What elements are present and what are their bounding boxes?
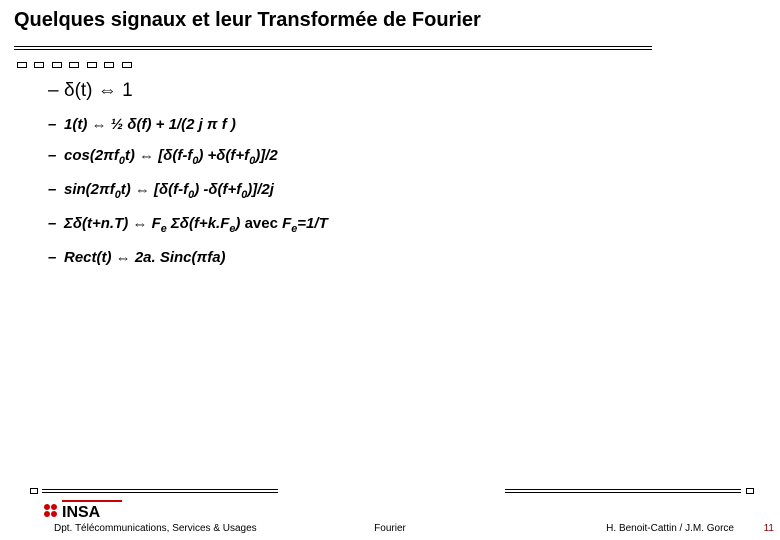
rule-box-icon: [87, 62, 97, 68]
formula-text: cos(2πf0t) ⇔ [δ(f-f0) +δ(f+f0)]/2: [64, 147, 278, 164]
slide-title: Quelques signaux et leur Transformée de …: [14, 9, 481, 32]
rule-box-icon: [52, 62, 62, 68]
list-item: –Σδ(t+n.T) ⇔ Fe Σδ(f+k.Fe) avec Fe=1/T: [48, 215, 728, 235]
list-item: –cos(2πf0t) ⇔ [δ(f-f0) +δ(f+f0)]/2: [48, 147, 728, 167]
list-item: –1(t) ⇔ ½ δ(f) + 1/(2 j π f ): [48, 116, 728, 133]
list-item: –sin(2πf0t) ⇔ [δ(f-f0) -δ(f+f0)]/2j: [48, 181, 728, 201]
list-item: –Rect(t) ⇔ 2a. Sinc(πfa): [48, 249, 728, 266]
footer-center: Fourier: [374, 523, 406, 534]
title-rule-double: [14, 46, 652, 50]
formula-text: δ(t) ⇔ 1: [64, 80, 133, 101]
footer-right: H. Benoit-Cattin / J.M. Gorce: [606, 523, 734, 534]
formula-text: Rect(t) ⇔ 2a. Sinc(πfa): [64, 249, 226, 266]
list-item: –δ(t) ⇔ 1: [48, 80, 728, 102]
footer-rule-double: [42, 489, 278, 493]
title-rule-boxes: [14, 55, 132, 73]
formula-text: Σδ(t+n.T) ⇔ Fe Σδ(f+k.Fe) avec Fe=1/T: [64, 215, 328, 232]
rule-box-icon: [34, 62, 44, 68]
rule-box-icon: [17, 62, 27, 68]
signal-list: –δ(t) ⇔ 1 –1(t) ⇔ ½ δ(f) + 1/(2 j π f ) …: [48, 80, 728, 280]
rule-box-icon: [746, 488, 754, 494]
rule-box-icon: [104, 62, 114, 68]
formula-text: sin(2πf0t) ⇔ [δ(f-f0) -δ(f+f0)]/2j: [64, 181, 274, 198]
rule-box-icon: [30, 488, 38, 494]
title-rule: [14, 37, 754, 43]
svg-text:INSA: INSA: [62, 504, 101, 521]
footer-rule-double: [505, 489, 741, 493]
footer-left: Dpt. Télécommunications, Services & Usag…: [54, 523, 257, 534]
insa-logo: INSA: [40, 500, 124, 522]
rule-box-icon: [69, 62, 79, 68]
footer-rule: [30, 488, 754, 494]
rule-box-icon: [122, 62, 132, 68]
formula-text: 1(t) ⇔ ½ δ(f) + 1/(2 j π f ): [64, 116, 236, 133]
page-number: 11: [764, 523, 774, 534]
